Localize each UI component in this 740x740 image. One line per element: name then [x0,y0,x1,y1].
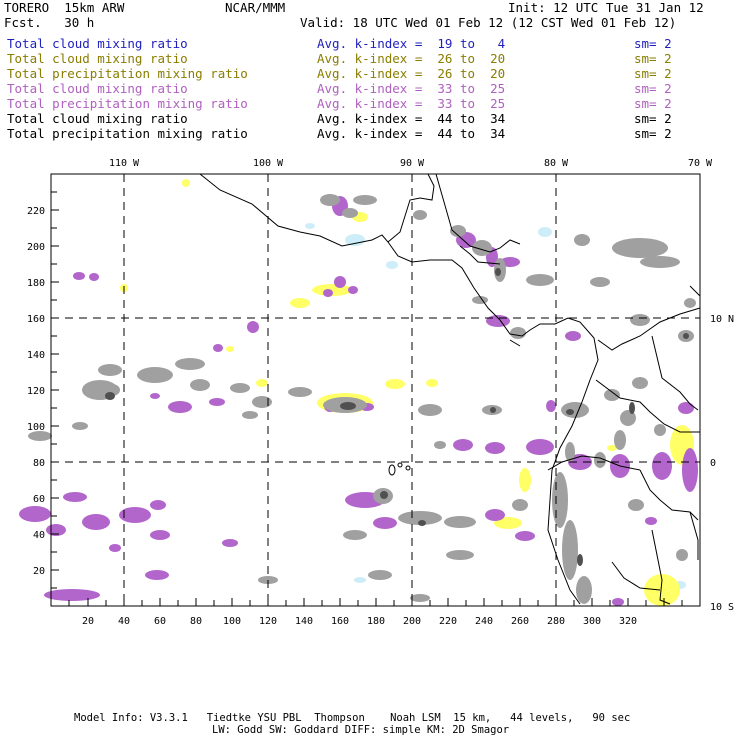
legend-kindex-2: Avg. k-index = 26 to 20 [317,51,506,66]
legend-kindex-6: Avg. k-index = 44 to 34 [317,111,506,126]
lat-label: 0 [710,458,716,469]
y-tick-label: 160 [27,314,45,325]
legend-field-4: Total cloud mixing ratio [7,81,188,96]
y-tick-label: 120 [27,386,45,397]
lat-lon-grid [51,174,700,606]
legend-sm-3: sm= 2 [634,66,672,81]
org-label: NCAR/MMM [225,0,286,15]
model-info-line2: LW: Godd SW: Goddard DIFF: simple KM: 2D… [212,724,510,736]
legend-sm-5: sm= 2 [634,96,672,111]
x-tick-label: 60 [154,616,166,627]
legend-field-6: Total cloud mixing ratio [7,111,188,126]
x-tick-label: 140 [295,616,313,627]
lat-label: 10 S [710,602,734,613]
lon-label: 80 W [544,158,569,169]
x-tick-label: 100 [223,616,241,627]
y-tick-label: 20 [33,566,45,577]
legend-kindex-3: Avg. k-index = 26 to 20 [317,66,506,81]
x-tick-label: 200 [403,616,421,627]
map-fields [19,179,698,606]
legend-kindex-7: Avg. k-index = 44 to 34 [317,126,506,141]
y-tick-labels: 20 40 60 80 100 120 140 160 180 200 220 [27,206,45,577]
y-tick-label: 80 [33,458,45,469]
axis-ticks [50,173,683,606]
x-tick-label: 160 [331,616,349,627]
galapagos-islands [388,462,411,476]
legend-field-1: Total cloud mixing ratio [7,36,188,51]
dark-cores [105,268,689,566]
x-tick-label: 280 [547,616,565,627]
lat-label: 10 N [710,314,734,325]
lon-label: 90 W [400,158,425,169]
forecast-hour: Fcst. 30 h [4,15,95,30]
purple-areas [19,196,698,606]
legend-field-2: Total cloud mixing ratio [7,51,188,66]
x-tick-label: 20 [82,616,94,627]
coastlines [199,173,701,605]
x-tick-label: 260 [511,616,529,627]
y-tick-label: 60 [33,494,45,505]
init-time: Init: 12 UTC Tue 31 Jan 12 [508,0,704,15]
y-tick-label: 100 [27,422,45,433]
valid-time: Valid: 18 UTC Wed 01 Feb 12 (12 CST Wed … [300,15,677,30]
x-tick-label: 300 [583,616,601,627]
legend-field-3: Total precipitation mixing ratio [7,66,248,81]
x-tick-label: 320 [619,616,637,627]
x-tick-label: 180 [367,616,385,627]
x-tick-label: 120 [259,616,277,627]
x-tick-label: 240 [475,616,493,627]
x-tick-label: 80 [190,616,202,627]
lon-label: 70 W [688,158,713,169]
legend-field-5: Total precipitation mixing ratio [7,96,248,111]
lon-label: 110 W [109,158,140,169]
legend-sm-7: sm= 2 [634,126,672,141]
x-tick-labels: 20 40 60 80 100 120 140 160 180 200 220 … [82,616,637,627]
model-info-line1: Model Info: V3.3.1 Tiedtke YSU PBL Thomp… [74,712,631,724]
y-tick-label: 140 [27,350,45,361]
x-tick-label: 220 [439,616,457,627]
legend-sm-2: sm= 2 [634,51,672,66]
legend-field-7: Total precipitation mixing ratio [7,126,248,141]
y-tick-label: 220 [27,206,45,217]
legend-kindex-5: Avg. k-index = 33 to 25 [317,96,506,111]
legend-kindex-1: Avg. k-index = 19 to 4 [317,36,506,51]
y-tick-label: 180 [27,278,45,289]
legend-sm-6: sm= 2 [634,111,672,126]
latitude-labels: 10 N 0 10 S [710,314,734,613]
gray-areas [28,194,696,604]
x-tick-label: 40 [118,616,130,627]
lon-label: 100 W [253,158,284,169]
legend-sm-4: sm= 2 [634,81,672,96]
longitude-labels: 110 W 100 W 90 W 80 W 70 W [109,158,713,169]
y-tick-label: 40 [33,530,45,541]
legend-kindex-4: Avg. k-index = 33 to 25 [317,81,506,96]
y-tick-label: 200 [27,242,45,253]
model-title: TORERO 15km ARW [4,0,125,15]
legend-sm-1: sm= 2 [634,36,672,51]
